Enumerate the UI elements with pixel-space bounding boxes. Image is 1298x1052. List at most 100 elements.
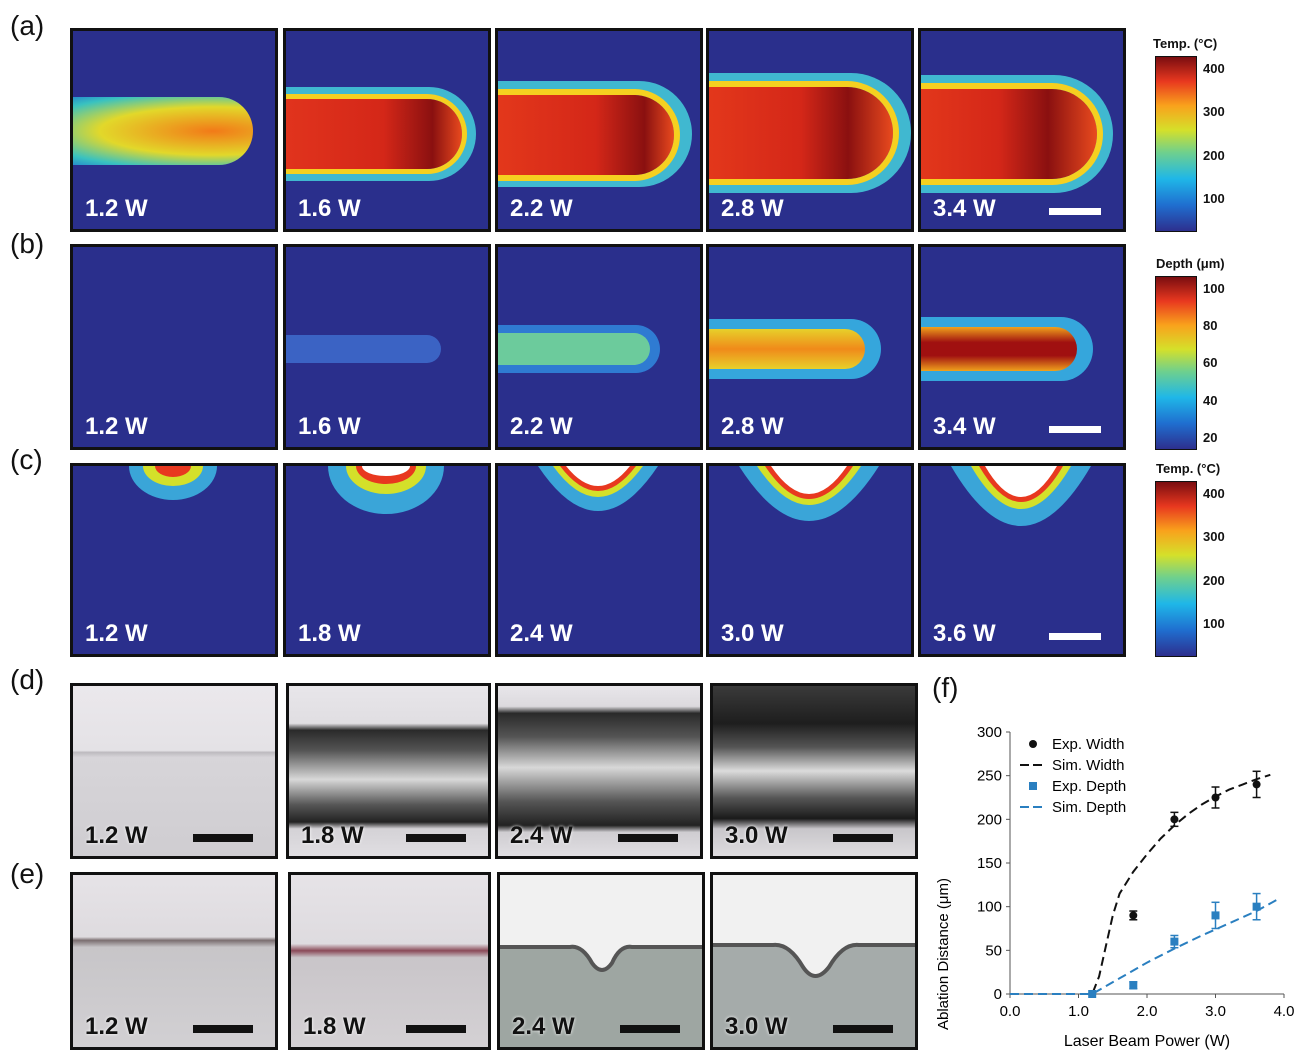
y-tick-label: 0 bbox=[994, 986, 1002, 1003]
scale-bar bbox=[618, 834, 678, 842]
row-a-panel-4: 2.8 W bbox=[706, 28, 914, 232]
power-label: 1.2 W bbox=[85, 195, 148, 222]
power-label: 1.8 W bbox=[303, 1013, 366, 1040]
row-e-panel-4: 3.0 W bbox=[710, 872, 918, 1050]
colorbar-b-tick: 20 bbox=[1203, 430, 1218, 445]
row-b-panel-4: 2.8 W bbox=[706, 244, 914, 450]
cross-section-heat bbox=[129, 466, 217, 500]
power-label: 3.6 W bbox=[933, 620, 996, 647]
x-tick-label: 0.0 bbox=[1000, 1003, 1021, 1020]
scale-bar bbox=[1049, 208, 1101, 215]
power-label: 2.4 W bbox=[510, 822, 573, 849]
power-label: 2.2 W bbox=[510, 413, 573, 440]
panel-label-c: (c) bbox=[10, 444, 43, 475]
colorbar-a-tick: 400 bbox=[1203, 61, 1225, 76]
colorbar-c-tick: 400 bbox=[1203, 486, 1225, 501]
power-label: 2.4 W bbox=[512, 1013, 575, 1040]
groove-profile bbox=[500, 944, 702, 1047]
colorbar-a-tick: 100 bbox=[1203, 191, 1225, 206]
row-d-panel-3: 2.4 W bbox=[495, 683, 703, 859]
y-tick-label: 150 bbox=[977, 855, 1002, 872]
row-c-panel-4: 3.0 W bbox=[706, 463, 914, 657]
colorbar-a-title: Temp. (°C) bbox=[1153, 36, 1218, 51]
power-label: 3.0 W bbox=[725, 1013, 788, 1040]
colorbar-c-tick: 100 bbox=[1203, 616, 1225, 631]
row-d-panel-4: 3.0 W bbox=[710, 683, 918, 859]
ablation-chart: Ablation Distance (μm) Laser Beam Power … bbox=[935, 724, 1295, 1050]
x-tick-label: 4.0 bbox=[1274, 1003, 1295, 1020]
power-label: 1.2 W bbox=[85, 822, 148, 849]
data-point bbox=[1252, 902, 1261, 911]
colorbar-b-tick: 40 bbox=[1203, 393, 1218, 408]
series-line-1 bbox=[1010, 773, 1271, 995]
heat-track bbox=[498, 95, 674, 175]
depth-track bbox=[498, 333, 650, 365]
x-tick-label: 2.0 bbox=[1137, 1003, 1158, 1020]
row-e-panel-2: 1.8 W bbox=[288, 872, 491, 1050]
cross-section-heat bbox=[538, 466, 658, 511]
legend-label: Sim. Width bbox=[1052, 757, 1125, 774]
chart-xlabel: Laser Beam Power (W) bbox=[1064, 1033, 1230, 1050]
legend-label: Exp. Depth bbox=[1052, 778, 1126, 795]
power-label: 3.0 W bbox=[721, 620, 784, 647]
colorbar-a-tick: 300 bbox=[1203, 104, 1225, 119]
legend-label: Sim. Depth bbox=[1052, 799, 1126, 816]
chart-series bbox=[1010, 770, 1278, 998]
y-tick-label: 250 bbox=[977, 768, 1002, 785]
row-d-panel-1: 1.2 W bbox=[70, 683, 278, 859]
data-point bbox=[1252, 780, 1261, 789]
row-b-panel-2: 1.6 W bbox=[283, 244, 491, 450]
data-point bbox=[1088, 990, 1097, 998]
row-b-panel-1: 1.2 W bbox=[70, 244, 278, 450]
heat-track bbox=[709, 87, 893, 179]
row-a-panel-5: 3.4 W bbox=[918, 28, 1126, 232]
row-c-panel-5: 3.6 W bbox=[918, 463, 1126, 657]
depth-track bbox=[921, 327, 1077, 371]
scale-bar bbox=[620, 1025, 680, 1033]
panel-label-a: (a) bbox=[10, 10, 45, 41]
scale-bar bbox=[833, 1025, 893, 1033]
scale-bar bbox=[833, 834, 893, 842]
heat-track bbox=[921, 89, 1097, 179]
data-point bbox=[1129, 911, 1138, 920]
scale-bar bbox=[193, 834, 253, 842]
cross-section-heat bbox=[328, 466, 444, 514]
colorbar-b-tick: 60 bbox=[1203, 355, 1218, 370]
x-tick-label: 1.0 bbox=[1068, 1003, 1089, 1020]
scale-bar bbox=[406, 1025, 466, 1033]
power-label: 2.4 W bbox=[510, 620, 573, 647]
x-tick-label: 3.0 bbox=[1205, 1003, 1226, 1020]
power-label: 1.2 W bbox=[85, 413, 148, 440]
power-label: 2.8 W bbox=[721, 413, 784, 440]
colorbar-b bbox=[1155, 276, 1197, 450]
scale-bar bbox=[193, 1025, 253, 1033]
colorbar-c-title: Temp. (°C) bbox=[1156, 461, 1221, 476]
depth-track bbox=[709, 329, 865, 369]
groove-profile bbox=[713, 942, 915, 1047]
row-a-panel-2: 1.6 W bbox=[283, 28, 491, 232]
power-label: 1.8 W bbox=[301, 822, 364, 849]
power-label: 3.0 W bbox=[725, 822, 788, 849]
colorbar-b-title: Depth (μm) bbox=[1156, 256, 1225, 271]
scale-bar bbox=[1049, 633, 1101, 640]
cross-section-heat bbox=[951, 466, 1091, 526]
row-d-panel-2: 1.8 W bbox=[286, 683, 491, 859]
data-point bbox=[1129, 981, 1138, 990]
power-label: 1.6 W bbox=[298, 413, 361, 440]
legend-swatch bbox=[1029, 782, 1037, 790]
panel-label-b: (b) bbox=[10, 228, 45, 259]
power-label: 2.8 W bbox=[721, 195, 784, 222]
scale-bar bbox=[406, 834, 466, 842]
panel-label-e: (e) bbox=[10, 858, 45, 889]
colorbar-c-tick: 200 bbox=[1203, 573, 1225, 588]
row-c-panel-2: 1.8 W bbox=[283, 463, 491, 657]
panel-label-d: (d) bbox=[10, 664, 45, 695]
row-c-panel-1: 1.2 W bbox=[70, 463, 278, 657]
data-point bbox=[1170, 815, 1179, 824]
series-line-3 bbox=[1010, 898, 1278, 995]
colorbar-c bbox=[1155, 481, 1197, 657]
colorbar-a-tick: 200 bbox=[1203, 148, 1225, 163]
colorbar-b-tick: 100 bbox=[1203, 281, 1225, 296]
power-label: 1.6 W bbox=[298, 195, 361, 222]
y-tick-label: 300 bbox=[977, 724, 1002, 741]
